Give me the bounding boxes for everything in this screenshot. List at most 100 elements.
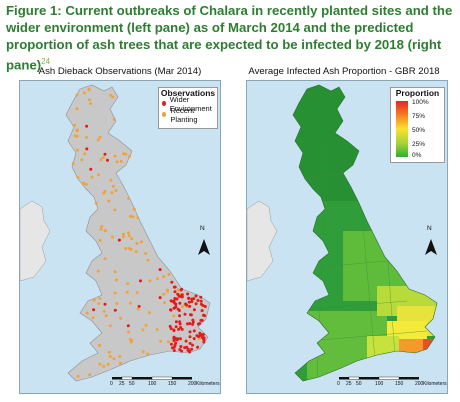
left-scale-25: 25 [119, 381, 125, 387]
wider-environment-point [172, 328, 176, 332]
wider-environment-point [158, 268, 162, 272]
recent-planting-point [90, 175, 94, 179]
right-scale-100: 100 [375, 381, 384, 387]
wider-environment-point [191, 343, 194, 347]
wider-environment-point [174, 341, 178, 345]
recent-planting-point [75, 107, 79, 111]
wider-environment-point [177, 327, 181, 331]
recent-planting-point [88, 98, 91, 102]
wider-environment-point [199, 302, 203, 306]
legend-tick-25: 25% [412, 141, 426, 148]
wider-environment-point [199, 299, 203, 303]
wider-environment-point [174, 325, 178, 329]
recent-planting-point [180, 305, 184, 309]
wider-environment-point [85, 147, 89, 151]
scale-bar [112, 376, 192, 380]
recent-planting-point [87, 88, 91, 92]
wider-environment-point [179, 326, 183, 329]
recent-planting-point [148, 311, 151, 315]
scale-bar-right [339, 376, 419, 380]
right-scale-unit: Kilometers [423, 381, 447, 387]
recent-planting-point [82, 181, 86, 185]
wider-environment-point [178, 301, 182, 305]
recent-planting-point [130, 338, 134, 342]
recent-planting-point [103, 257, 107, 261]
wider-environment-point [172, 336, 176, 340]
recent-planting-point [112, 117, 116, 121]
recent-planting-point [176, 288, 180, 292]
wider-environment-point [178, 348, 182, 352]
great-britain-land [65, 84, 211, 382]
recent-planting-point [155, 277, 159, 281]
wider-environment-point [191, 322, 195, 326]
recent-planting-point [111, 235, 114, 239]
wider-environment-point [158, 296, 162, 300]
recent-planting-point [75, 93, 79, 97]
wider-environment-point [173, 301, 177, 305]
recent-planting-point [144, 323, 148, 327]
caption-text: Figure 1: Current outbreaks of Chalara i… [6, 3, 453, 73]
left-scale-0: 0 [110, 381, 113, 387]
figure-caption: Figure 1: Current outbreaks of Chalara i… [6, 2, 454, 73]
wider-environment-point [190, 347, 194, 351]
wider-environment-point [199, 295, 203, 299]
recent-planting-point [99, 227, 103, 231]
wider-environment-point [175, 338, 179, 342]
wider-environment-point [183, 312, 187, 316]
recent-planting-point [84, 182, 88, 186]
recent-planting-point [94, 201, 98, 205]
recent-planting-point [146, 352, 150, 356]
recent-planting-point [172, 314, 176, 318]
wider-environment-point [186, 292, 190, 296]
wider-environment-point [89, 167, 93, 171]
recent-planting-point [118, 355, 122, 358]
recent-planting-point [98, 362, 102, 366]
right-scale-50: 50 [356, 381, 362, 387]
right-scale-150: 150 [395, 381, 404, 387]
wider-environment-point [106, 158, 109, 162]
recent-planting-point [92, 298, 96, 302]
recent-planting-point [108, 355, 112, 358]
wider-environment-point [175, 297, 179, 301]
wider-environment-point [178, 314, 181, 318]
wider-environment-point [190, 297, 194, 301]
wider-environment-point [187, 300, 191, 304]
left-legend: Observations Wider Environment Recent Pl… [158, 87, 218, 129]
recent-planting-point [73, 123, 77, 127]
recent-planting-point [127, 330, 131, 334]
wider-environment-point [172, 345, 176, 349]
recent-planting-point [113, 291, 117, 295]
recent-planting-point [71, 162, 75, 165]
recent-planting-point [103, 189, 107, 193]
recent-planting-point [85, 311, 89, 315]
wider-environment-point [186, 322, 189, 326]
legend-tick-0: 0% [412, 152, 422, 159]
recent-planting-point [73, 134, 77, 138]
recent-planting-point [119, 316, 123, 320]
recent-planting-point [135, 241, 139, 245]
wider-environment-point [190, 300, 194, 304]
recent-planting-point [134, 250, 138, 254]
recent-planting-point [124, 152, 128, 156]
wider-environment-point [103, 152, 107, 156]
wider-environment-point [194, 302, 198, 306]
recent-planting-point [162, 275, 166, 279]
wider-environment-point [92, 308, 96, 312]
wider-environment-point [184, 339, 188, 343]
recent-planting-point [131, 215, 135, 219]
observation-points [71, 87, 207, 378]
wider-environment-point [202, 336, 206, 340]
wider-environment-point [139, 279, 142, 283]
wider-environment-point [188, 304, 192, 308]
recent-planting-point [121, 235, 125, 239]
wider-environment-point [199, 318, 203, 322]
wider-environment-point [168, 324, 172, 328]
north-arrow-icon [198, 239, 210, 255]
recent-planting-point [76, 374, 80, 378]
legend-label-wider: Wider Environment [169, 94, 212, 113]
recent-planting-point [167, 272, 171, 276]
wider-environment-point [172, 349, 176, 352]
wider-environment-point [194, 294, 198, 298]
legend-label-recent: Recent Planting [170, 105, 198, 124]
recent-planting-point [114, 278, 118, 282]
